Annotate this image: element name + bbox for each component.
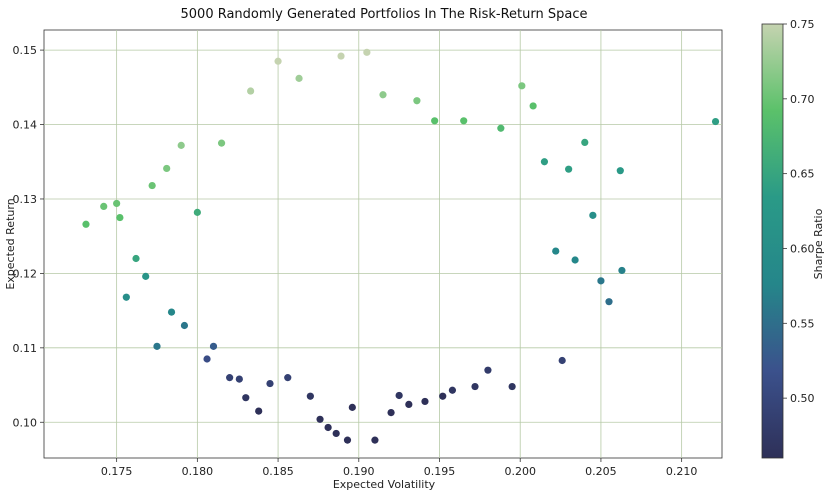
scatter-point xyxy=(113,199,121,208)
scatter-point xyxy=(379,91,387,99)
scatter-point xyxy=(316,415,324,423)
scatter-point xyxy=(540,158,549,166)
scatter-point xyxy=(266,379,274,388)
scatter-point xyxy=(295,74,303,82)
scatter-point xyxy=(122,293,130,301)
scatter-point xyxy=(405,400,413,409)
scatter-point xyxy=(571,256,579,264)
x-axis-label: Expected Volatility xyxy=(333,478,436,491)
colorbar-tick-label: 0.70 xyxy=(790,93,815,106)
y-tick-label: 0.13 xyxy=(13,193,38,206)
colorbar-tick-label: 0.55 xyxy=(790,317,815,330)
scatter-point xyxy=(82,220,90,228)
chart-title: 5000 Randomly Generated Portfolios In Th… xyxy=(181,7,588,22)
scatter-point xyxy=(471,382,479,391)
scatter-point xyxy=(242,394,250,402)
scatter-point xyxy=(226,374,234,382)
x-tick-label: 0.190 xyxy=(343,465,375,478)
scatter-point xyxy=(508,382,516,391)
colorbar-tick-label: 0.60 xyxy=(790,242,815,255)
scatter-point xyxy=(552,247,560,255)
scatter-point xyxy=(177,141,185,149)
scatter-point xyxy=(235,375,243,383)
scatter-point xyxy=(142,272,150,280)
scatter-point xyxy=(484,366,492,374)
scatter-point xyxy=(163,164,171,173)
plot-frame xyxy=(43,29,723,459)
colorbar-tick-label: 0.65 xyxy=(790,168,815,181)
y-tick-label: 0.10 xyxy=(13,416,38,429)
scatter-point xyxy=(589,211,597,219)
y-tick-label: 0.12 xyxy=(13,267,38,280)
scatter-point xyxy=(460,117,468,125)
scatter-point xyxy=(167,308,176,316)
scatter-point xyxy=(395,391,403,400)
x-tick-label: 0.195 xyxy=(424,465,456,478)
scatter-point xyxy=(116,213,124,222)
colorbar-tick-label: 0.50 xyxy=(790,392,815,405)
scatter-point xyxy=(203,355,211,363)
scatter-point xyxy=(439,392,447,400)
scatter-point xyxy=(558,356,566,365)
scatter-point xyxy=(324,423,332,432)
scatter-point xyxy=(332,429,340,438)
scatter-point xyxy=(371,436,379,444)
scatter-point xyxy=(343,436,352,444)
scatter-point xyxy=(448,386,457,394)
scatter-point xyxy=(337,52,345,60)
scatter-point xyxy=(274,57,282,65)
scatter-points xyxy=(82,48,720,444)
colorbar-gradient xyxy=(761,23,784,459)
scatter-point xyxy=(209,342,218,350)
y-tick-label: 0.14 xyxy=(13,119,38,132)
scatter-point xyxy=(431,117,439,125)
scatter-point xyxy=(421,397,429,406)
scatter-point xyxy=(387,408,395,417)
scatter-point xyxy=(413,97,421,105)
scatter-point xyxy=(153,342,161,350)
scatter-point xyxy=(363,48,371,56)
scatter-point xyxy=(132,254,140,263)
x-tick-label: 0.185 xyxy=(262,465,294,478)
y-tick-label: 0.11 xyxy=(13,342,38,355)
scatter-point xyxy=(497,124,505,132)
y-tick-label: 0.15 xyxy=(13,44,38,57)
scatter-point xyxy=(529,102,537,110)
scatter-point xyxy=(100,202,108,211)
colorbar-tick-label: 0.75 xyxy=(790,18,815,31)
x-axis-ticks: 0.175 0.180 0.185 0.190 0.195 0.200 0.205 0.210 xyxy=(101,458,698,478)
scatter-point xyxy=(518,82,526,90)
scatter-point xyxy=(581,138,589,146)
scatter-point xyxy=(618,266,626,275)
x-tick-label: 0.180 xyxy=(182,465,214,478)
x-tick-label: 0.205 xyxy=(585,465,617,478)
x-tick-label: 0.175 xyxy=(101,465,133,478)
scatter-point xyxy=(193,208,201,216)
scatter-point xyxy=(247,87,255,95)
scatter-point xyxy=(148,181,156,190)
scatter-point xyxy=(605,298,613,306)
x-tick-label: 0.210 xyxy=(666,465,698,478)
scatter-point xyxy=(284,374,292,382)
scatter-point xyxy=(711,117,720,126)
y-axis-ticks: 0.10 0.11 0.12 0.13 0.14 0.15 xyxy=(13,44,44,429)
plot-area: 0.175 0.180 0.185 0.190 0.195 0.200 0.205 0.210… xyxy=(13,29,723,478)
scatter-point xyxy=(255,407,263,415)
colorbar-label: Sharpe Ratio xyxy=(812,208,825,279)
scatter-point xyxy=(565,165,573,173)
scatter-point xyxy=(306,392,314,400)
colorbar: 0.50 0.55 0.60 0.65 0.70 0.75 Sharpe Ratio xyxy=(761,18,825,459)
colorbar-ticks: 0.50 0.55 0.60 0.65 0.70 0.75 xyxy=(783,18,815,405)
scatter-point xyxy=(597,277,605,285)
scatter-point xyxy=(616,167,624,175)
y-axis-label: Expected Return xyxy=(4,198,17,289)
scatter-point xyxy=(348,403,356,411)
scatter-point xyxy=(180,321,189,330)
scatter-point xyxy=(217,139,226,147)
x-tick-label: 0.200 xyxy=(504,465,536,478)
